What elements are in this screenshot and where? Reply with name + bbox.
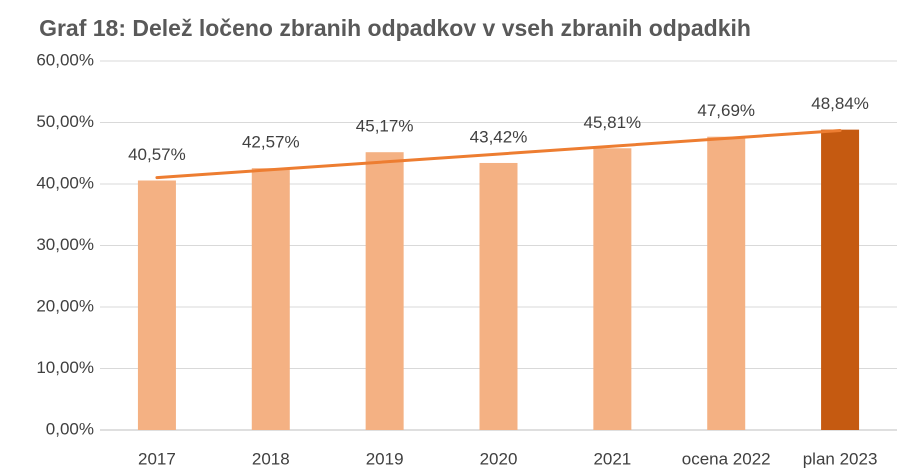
data-label: 42,57% — [242, 133, 300, 152]
x-tick-label: 2017 — [138, 449, 176, 468]
bar — [479, 162, 518, 431]
data-label: 43,42% — [470, 127, 528, 146]
bar — [821, 129, 860, 430]
x-tick-label: 2018 — [252, 449, 290, 468]
bar — [137, 180, 176, 430]
y-tick-label: 10,00% — [36, 358, 94, 377]
x-tick-label: ocena 2022 — [682, 449, 771, 468]
x-tick-label: 2021 — [593, 449, 631, 468]
y-tick-label: 30,00% — [36, 235, 94, 254]
data-label: 45,17% — [356, 117, 414, 136]
bar — [365, 152, 404, 430]
data-label: 40,57% — [128, 145, 186, 164]
data-label: 47,69% — [697, 101, 755, 120]
data-label: 48,84% — [811, 94, 869, 113]
y-tick-label: 50,00% — [36, 112, 94, 131]
trendline — [155, 129, 842, 180]
y-tick-label: 0,00% — [46, 419, 94, 438]
bar — [251, 168, 290, 430]
x-tick-label: 2020 — [480, 449, 518, 468]
bar — [707, 136, 746, 431]
bar — [593, 148, 632, 430]
chart-title: Graf 18: Delež ločeno zbranih odpadkov v… — [39, 15, 751, 41]
y-tick-label: 60,00% — [36, 50, 94, 69]
x-tick-label: plan 2023 — [803, 449, 878, 468]
y-tick-label: 20,00% — [36, 296, 94, 315]
y-tick-label: 40,00% — [36, 173, 94, 192]
x-tick-label: 2019 — [366, 449, 404, 468]
data-label: 45,81% — [584, 113, 642, 132]
